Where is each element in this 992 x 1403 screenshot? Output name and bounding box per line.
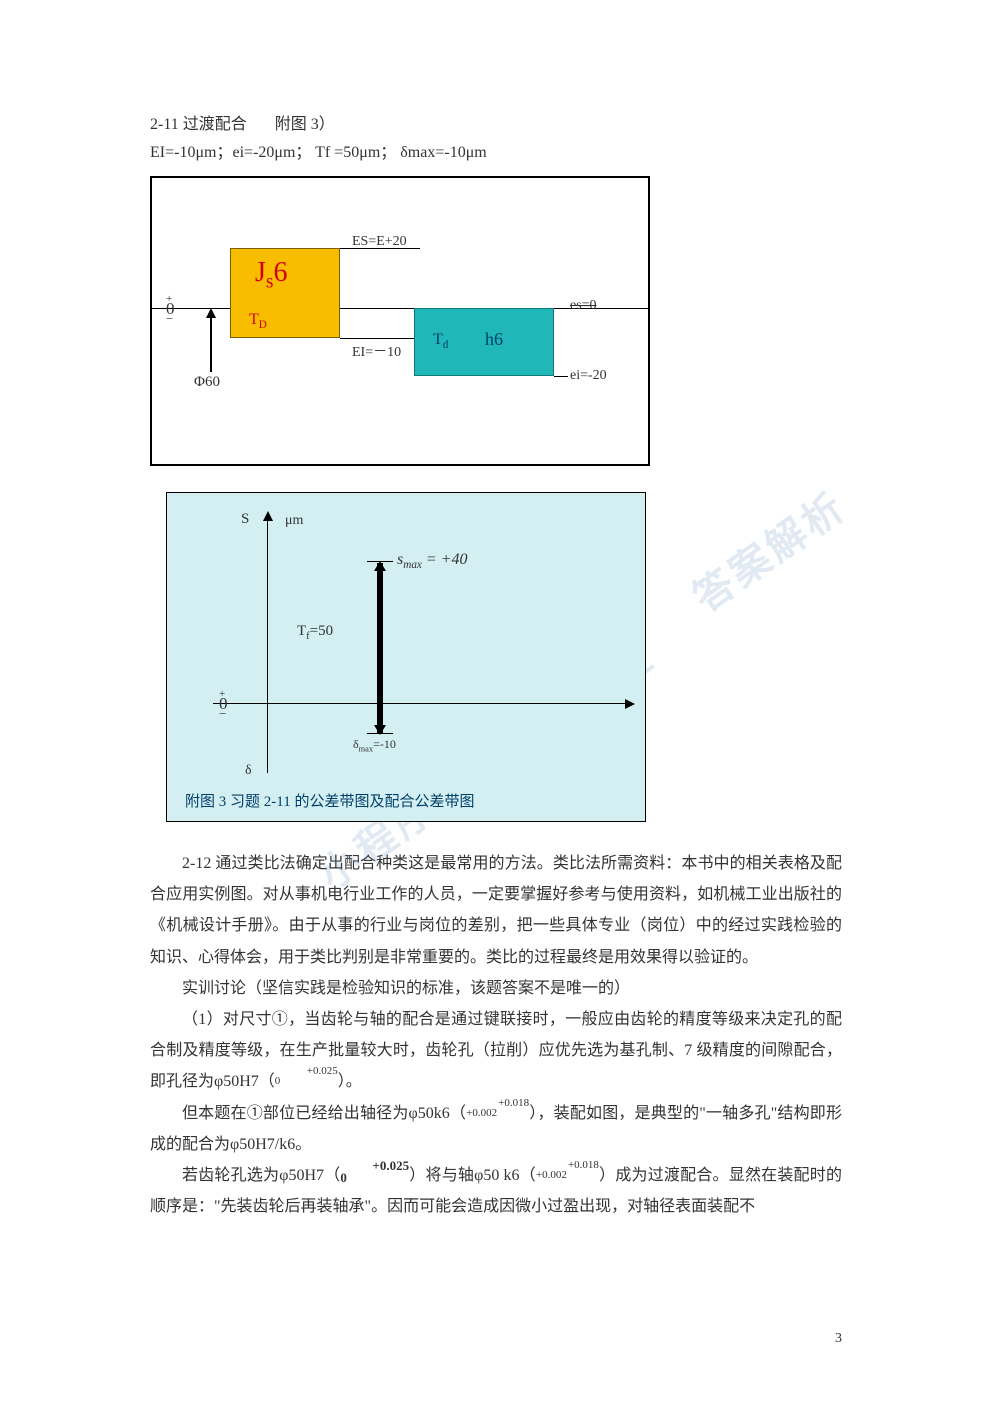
guide-line xyxy=(554,376,568,377)
unit-label: μm xyxy=(285,513,303,529)
es0-label: es=0 xyxy=(570,298,597,314)
tf-bar xyxy=(377,563,383,733)
dimension-arrow xyxy=(210,310,212,372)
delta-axis-label: δ xyxy=(245,763,252,779)
body-text-block: 2-12 通过类比法确定出配合种类这是最常用的方法。类比法所需资料：本书中的相关… xyxy=(150,848,842,1222)
paragraph: 若齿轮孔选为φ50H7（+0.0250）将与轴φ50 k6（+0.018+0.0… xyxy=(150,1160,842,1222)
zero-label: + 0 − xyxy=(219,689,228,719)
ei-label: EI=－10 xyxy=(352,341,401,361)
figure-caption: 附图 3 习题 2-11 的公差带图及配合公差带图 xyxy=(185,790,474,811)
parameters-line: EI=-10μm；ei=-20μm； Tf =50μm； δmax=-10μm xyxy=(150,138,842,162)
phi-label: Φ60 xyxy=(194,374,220,391)
watermark-text: 答案解析 xyxy=(679,475,856,623)
td-upper-label: TD xyxy=(249,311,267,331)
paragraph: 2-12 通过类比法确定出配合种类这是最常用的方法。类比法所需资料：本书中的相关… xyxy=(150,848,842,973)
es-label: ES=E+20 xyxy=(352,234,407,250)
guide-line xyxy=(340,338,420,339)
heading-line: 2-11 过渡配合 附图 3） xyxy=(150,110,842,134)
tolerance-zone-diagram: + 0 − Φ60 Js6 TD ES=E+20 EI=－10 Td h6 es… xyxy=(150,176,650,466)
fit-tolerance-diagram: S μm δ + 0 − smax = +40 Tf=50 δmax=-10 附… xyxy=(166,492,646,822)
h6-label: h6 xyxy=(485,329,503,350)
heading-prefix: 2-11 xyxy=(150,116,179,133)
smax-label: smax = +40 xyxy=(397,551,467,571)
paragraph: 实训讨论（坚信实践是检验知识的标准，该题答案不是唯一的） xyxy=(150,973,842,1004)
ei20-label: ei=-20 xyxy=(570,368,607,384)
cap-line xyxy=(367,733,393,734)
paragraph: 但本题在①部位已经给出轴径为φ50k6（+0.018+0.002），装配如图，是… xyxy=(150,1098,842,1160)
heading-text: 过渡配合 xyxy=(183,116,247,133)
y-axis xyxy=(267,513,268,773)
delta-max-label: δmax=-10 xyxy=(353,737,396,753)
dash-line xyxy=(267,703,407,704)
heading-figure-ref: 附图 3） xyxy=(275,116,335,133)
paragraph: （1）对尺寸①，当齿轮与轴的配合是通过键联接时，一般应由齿轮的精度等级来决定孔的… xyxy=(150,1004,842,1098)
page-number: 3 xyxy=(835,1331,842,1347)
js6-tolerance-box: Js6 TD xyxy=(230,248,340,338)
td-lower-label: Td xyxy=(433,331,448,351)
tf-label: Tf=50 xyxy=(297,623,333,642)
zero-label: + 0 − xyxy=(166,294,175,324)
h6-tolerance-box: Td h6 xyxy=(414,308,554,376)
s-axis-label: S xyxy=(241,511,249,528)
js6-label: Js6 xyxy=(255,257,288,294)
